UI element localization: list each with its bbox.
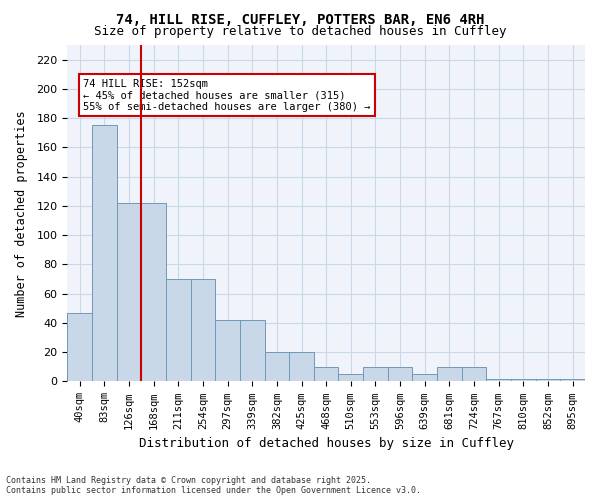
Bar xyxy=(116,203,141,382)
Bar xyxy=(289,352,314,382)
Bar xyxy=(141,203,166,382)
Bar xyxy=(412,374,437,382)
Bar xyxy=(67,312,92,382)
Text: Contains HM Land Registry data © Crown copyright and database right 2025.
Contai: Contains HM Land Registry data © Crown c… xyxy=(6,476,421,495)
Bar xyxy=(511,378,536,382)
Bar xyxy=(437,367,462,382)
Y-axis label: Number of detached properties: Number of detached properties xyxy=(15,110,28,316)
Bar xyxy=(462,367,487,382)
Bar xyxy=(240,320,265,382)
Text: 74 HILL RISE: 152sqm
← 45% of detached houses are smaller (315)
55% of semi-deta: 74 HILL RISE: 152sqm ← 45% of detached h… xyxy=(83,78,370,112)
Bar xyxy=(338,374,363,382)
Bar xyxy=(92,126,116,382)
Bar xyxy=(215,320,240,382)
Bar xyxy=(536,378,560,382)
Bar xyxy=(166,279,191,382)
Bar xyxy=(265,352,289,382)
Bar xyxy=(560,378,585,382)
Bar xyxy=(191,279,215,382)
Text: Size of property relative to detached houses in Cuffley: Size of property relative to detached ho… xyxy=(94,25,506,38)
Text: 74, HILL RISE, CUFFLEY, POTTERS BAR, EN6 4RH: 74, HILL RISE, CUFFLEY, POTTERS BAR, EN6… xyxy=(116,12,484,26)
Bar xyxy=(363,367,388,382)
Bar xyxy=(487,378,511,382)
Bar xyxy=(388,367,412,382)
X-axis label: Distribution of detached houses by size in Cuffley: Distribution of detached houses by size … xyxy=(139,437,514,450)
Bar xyxy=(314,367,338,382)
